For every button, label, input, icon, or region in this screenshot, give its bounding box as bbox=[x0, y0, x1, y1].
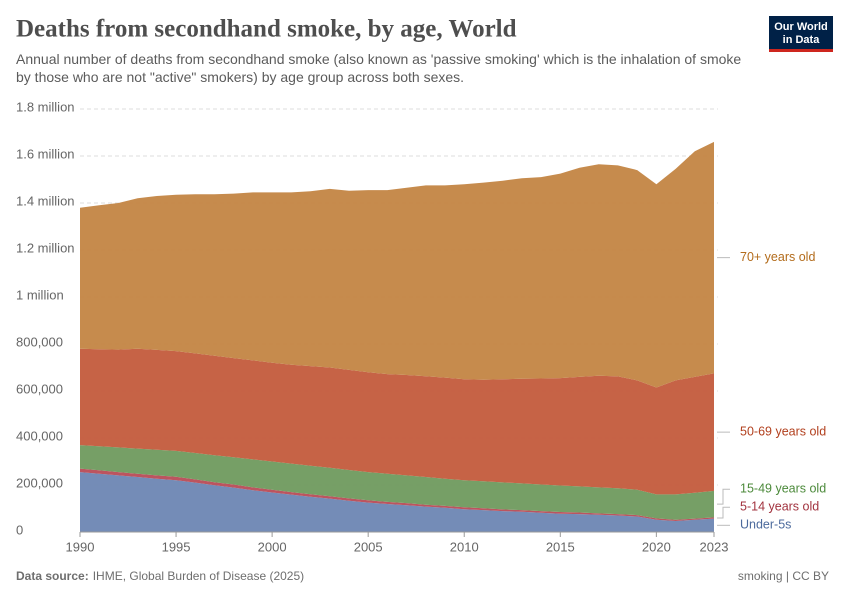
area bbox=[80, 472, 714, 532]
source-text: IHME, Global Burden of Disease (2025) bbox=[93, 569, 304, 583]
logo-text: Our World bbox=[774, 21, 828, 33]
y-tick-label: 1 million bbox=[16, 287, 64, 302]
series-label: 70+ years old bbox=[740, 250, 815, 264]
logo: Our World in Data bbox=[769, 16, 833, 52]
subtitle-box: Annual number of deaths from secondhand … bbox=[16, 51, 742, 85]
y-tick-label: 400,000 bbox=[16, 428, 63, 443]
x-tick-label: 2020 bbox=[642, 539, 671, 554]
x-tick-label: 2015 bbox=[546, 539, 575, 554]
x-tick-label: 2000 bbox=[258, 539, 287, 554]
label-connector bbox=[717, 506, 730, 519]
source: Data source: IHME, Global Burden of Disea… bbox=[16, 569, 304, 583]
x-tick-label: 2023 bbox=[700, 539, 729, 554]
area bbox=[80, 141, 714, 388]
y-tick-label: 600,000 bbox=[16, 381, 63, 396]
series-label: 15-49 years old bbox=[740, 482, 826, 496]
logo-box bbox=[769, 16, 833, 49]
logo-bar bbox=[769, 49, 833, 52]
y-tick-label: 1.8 million bbox=[16, 99, 75, 114]
chart-title: Deaths from secondhand smoke, by age, Wo… bbox=[16, 16, 517, 43]
series-label: Under-5s bbox=[740, 518, 791, 532]
area bbox=[80, 445, 714, 520]
series-label: 5-14 years old bbox=[740, 500, 819, 514]
label-connector bbox=[717, 488, 730, 505]
y-tick-label: 0 bbox=[16, 522, 23, 537]
x-tick-label: 2005 bbox=[354, 539, 383, 554]
x-tick-label: 1995 bbox=[162, 539, 191, 554]
y-tick-label: 800,000 bbox=[16, 334, 63, 349]
x-tick-label: 1990 bbox=[66, 539, 95, 554]
y-tick-label: 1.2 million bbox=[16, 240, 75, 255]
y-tick-label: 200,000 bbox=[16, 475, 63, 490]
plot-area: 0 200,000 400,000 600,000 800,000 1 million 1.… bbox=[16, 99, 826, 554]
y-tick-label: 1.6 million bbox=[16, 146, 75, 161]
x-tick-label: 2010 bbox=[450, 539, 479, 554]
license: smoking | CC BY bbox=[738, 569, 829, 583]
area bbox=[80, 348, 714, 495]
series-label: 50-69 years old bbox=[740, 424, 826, 438]
logo-text: in Data bbox=[783, 34, 821, 46]
chart-subtitle: Annual number of deaths from secondhand … bbox=[16, 51, 742, 85]
y-tick-label: 1.4 million bbox=[16, 193, 75, 208]
source-label: Data source: bbox=[16, 569, 89, 583]
